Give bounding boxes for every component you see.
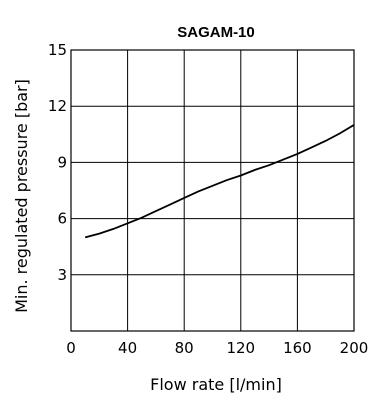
series-line-sagam-10 bbox=[84, 124, 355, 239]
x-tick-label: 200 bbox=[340, 339, 368, 357]
x-tick-label: 80 bbox=[175, 339, 194, 357]
chart-title: SAGAM-10 bbox=[177, 24, 255, 41]
y-tick-label: 6 bbox=[57, 210, 67, 228]
x-axis-label: Flow rate [l/min] bbox=[150, 375, 282, 394]
plot-frame bbox=[70, 49, 355, 332]
y-axis-label: Min. regulated pressure [bar] bbox=[12, 79, 31, 313]
y-tick-label: 3 bbox=[57, 266, 67, 284]
x-tick-label: 160 bbox=[283, 339, 312, 357]
x-tick-label: 0 bbox=[66, 339, 76, 357]
grid-layer bbox=[71, 50, 354, 331]
x-tick-label: 40 bbox=[118, 339, 137, 357]
tick-layer: 0 40 80 120 160 200 3 6 9 12 15 bbox=[48, 41, 368, 357]
y-tick-label: 12 bbox=[48, 97, 67, 115]
y-tick-label: 15 bbox=[48, 41, 67, 59]
x-tick-label: 120 bbox=[226, 339, 255, 357]
y-tick-label: 9 bbox=[57, 153, 67, 171]
